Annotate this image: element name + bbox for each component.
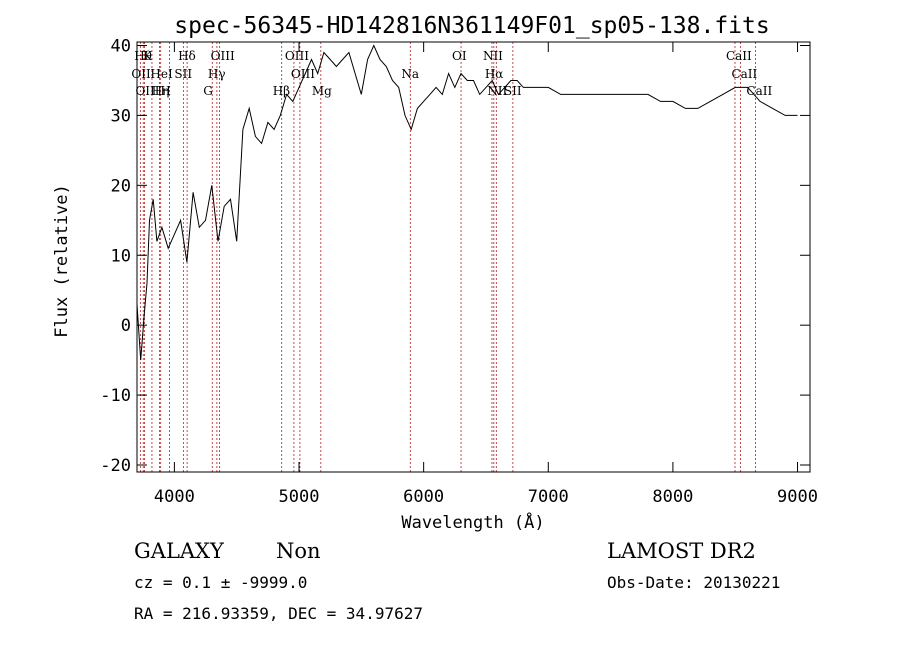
x-axis-label: Wavelength (Å) (401, 511, 544, 533)
spectral-line-markers (139, 42, 756, 472)
spectral-line-label: H (160, 84, 170, 98)
x-axis-ticks: 4000 5000 6000 7000 8000 9000 (154, 42, 818, 507)
survey-name: LAMOST DR2 (607, 539, 756, 563)
y-axis-ticks: -20 -10 0 10 20 30 40 (100, 36, 810, 476)
spectral-line-label: CaII (746, 84, 772, 98)
obs-date: Obs-Date: 20130221 (607, 573, 780, 592)
spectral-line-label: SII (174, 67, 192, 81)
spectral-line-label: SII (504, 84, 522, 98)
spectral-line-label: Hγ (208, 67, 226, 81)
spectral-line-label: Hη (152, 84, 170, 98)
spectral-line-label: Na (401, 67, 419, 81)
x-tick-label: 5000 (279, 487, 320, 507)
spectral-line-label: K (143, 49, 153, 63)
x-tick-label: 7000 (528, 487, 569, 507)
spectral-line-label: Hθ (134, 49, 152, 63)
y-tick-label: 30 (111, 106, 131, 126)
y-tick-label: -10 (100, 386, 131, 406)
y-tick-label: 10 (111, 246, 131, 266)
spectral-line-label: NII (483, 49, 503, 63)
object-class: GALAXY (134, 539, 225, 563)
spectral-line-label: CaII (726, 49, 752, 63)
x-tick-label: 4000 (154, 487, 195, 507)
y-tick-label: 20 (111, 176, 131, 196)
y-axis-label: Flux (relative) (52, 184, 72, 338)
spectral-line-label: OIII (135, 84, 159, 98)
spectral-line-label: CaII (731, 67, 757, 81)
redshift-cz: cz = 0.1 ± -9999.0 (134, 573, 307, 592)
x-tick-label: 6000 (403, 487, 444, 507)
x-tick-label: 8000 (652, 487, 693, 507)
spectral-line-label: Hα (485, 67, 504, 81)
y-tick-label: 40 (111, 36, 131, 56)
chart-title: spec-56345-HD142816N361149F01_sp05-138.f… (174, 13, 769, 39)
spectral-line-label: Mg (312, 84, 332, 98)
ra-dec: RA = 216.93359, DEC = 34.97627 (134, 604, 423, 623)
spectral-line-label: HeI (150, 67, 173, 81)
object-subclass: Non (276, 539, 321, 563)
spectral-line-label: OIII (291, 67, 315, 81)
spectral-line-label: Hβ (273, 84, 290, 98)
plot-frame (136, 41, 811, 473)
spectral-line-label: OI (452, 49, 467, 63)
x-tick-label: 9000 (777, 487, 818, 507)
y-tick-label: 0 (121, 316, 131, 336)
spectral-line-label: OIII (211, 49, 235, 63)
spectral-line-label: OII (131, 67, 151, 81)
spectrum-line (137, 44, 798, 361)
spectral-line-label: G (203, 84, 213, 98)
spectral-line-label: Hδ (178, 49, 196, 63)
spectral-line-label: OIII (285, 49, 309, 63)
y-tick-label: -20 (100, 456, 131, 476)
spectral-line-labels: OIIHθOIIIKHeIHηHSIIHδGHγOIIIHβOIIIOIIIMg… (131, 49, 772, 98)
